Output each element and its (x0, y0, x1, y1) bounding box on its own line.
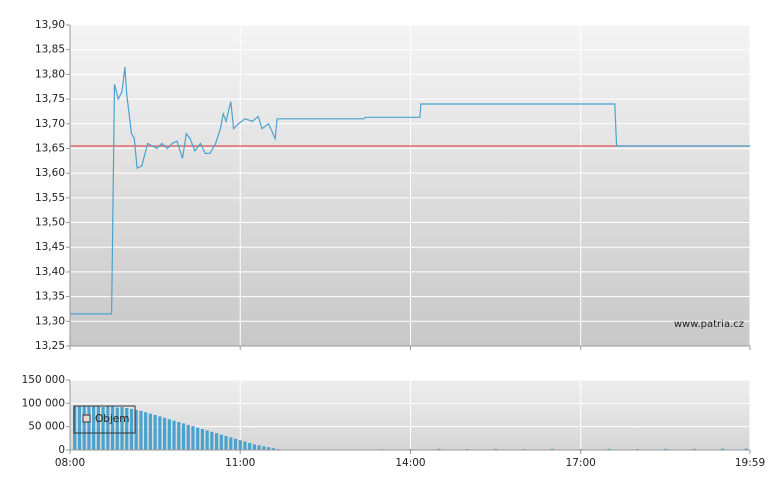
volume-bar (148, 413, 152, 450)
volume-bar (120, 407, 124, 450)
volume-bar (82, 405, 86, 450)
volume-bar (267, 447, 271, 450)
volume-bar (205, 430, 209, 450)
volume-bar (210, 431, 214, 450)
volume-bar (214, 433, 219, 450)
volume-bar (106, 405, 110, 450)
legend-box (73, 405, 136, 434)
volume-bar (692, 448, 696, 450)
volume-bar (101, 407, 105, 450)
volume-bar (129, 408, 134, 450)
volume-bar (224, 436, 228, 450)
volume-bar (172, 420, 176, 450)
volume-bar (181, 423, 186, 450)
volume-bar (252, 444, 257, 450)
y-tick-label: 13,50 (35, 217, 65, 229)
volume-bar (110, 406, 115, 450)
y-tick-label: 150 000 (22, 374, 65, 386)
volume-bar (191, 426, 195, 450)
y-tick-label: 13,85 (35, 44, 65, 56)
x-tick-label: 14:00 (395, 457, 425, 469)
y-tick-label: 13,60 (35, 167, 65, 179)
volume-bar (262, 446, 266, 450)
y-tick-label: 13,40 (35, 266, 65, 278)
watermark: www.patria.cz (674, 319, 744, 330)
legend-swatch (82, 414, 91, 423)
y-tick-label: 13,55 (35, 192, 65, 204)
volume-bar (162, 417, 167, 450)
y-tick-label: 50 000 (28, 421, 65, 433)
volume-bar (243, 441, 247, 450)
volume-bar (200, 429, 205, 450)
volume-bar (271, 448, 275, 450)
volume-bar (664, 448, 668, 450)
y-tick-label: 13,30 (35, 315, 65, 327)
volume-bar (186, 424, 190, 450)
legend-label: Objem (95, 413, 130, 425)
volume-bar (437, 448, 441, 450)
volume-bar (550, 448, 554, 450)
volume-bar (238, 440, 242, 450)
volume-bar (177, 422, 181, 450)
y-tick-label: 13,45 (35, 241, 65, 253)
y-tick-label: 13,90 (35, 19, 65, 31)
y-tick-label: 13,75 (35, 93, 65, 105)
volume-bar (139, 410, 143, 450)
y-tick-label: 0 (58, 444, 65, 456)
volume-bar (257, 445, 261, 450)
x-tick-label: 11:00 (225, 457, 255, 469)
y-tick-label: 13,80 (35, 68, 65, 80)
x-tick-label: 17:00 (566, 457, 596, 469)
volume-bar (115, 407, 119, 450)
y-tick-label: 13,35 (35, 291, 65, 303)
volume-bar (73, 405, 77, 450)
volume-bar (125, 408, 129, 450)
x-tick-label: 19:59 (735, 457, 765, 469)
volume-bar (77, 406, 82, 450)
volume-bar (92, 405, 96, 450)
volume-bar (744, 448, 748, 450)
volume-bar (96, 406, 100, 450)
volume-bar (248, 443, 252, 450)
y-tick-label: 13,25 (35, 340, 65, 352)
y-tick-label: 13,70 (35, 118, 65, 130)
volume-bar (167, 419, 171, 450)
volume-bar (134, 409, 138, 450)
volume-bar (158, 416, 162, 450)
volume-bar (229, 437, 233, 450)
price-line (70, 66, 750, 315)
volume-bar (219, 434, 223, 450)
volume-bar (144, 412, 148, 450)
volume-bar (196, 427, 200, 450)
volume-bar (87, 406, 91, 450)
volume-bar (720, 448, 725, 450)
y-tick-label: 13,65 (35, 142, 65, 154)
volume-bar (493, 448, 498, 450)
volume-bar (607, 448, 611, 450)
volume-bar (233, 438, 238, 450)
volume-bar (153, 415, 157, 450)
x-tick-label: 08:00 (55, 457, 85, 469)
y-tick-label: 100 000 (22, 397, 65, 409)
